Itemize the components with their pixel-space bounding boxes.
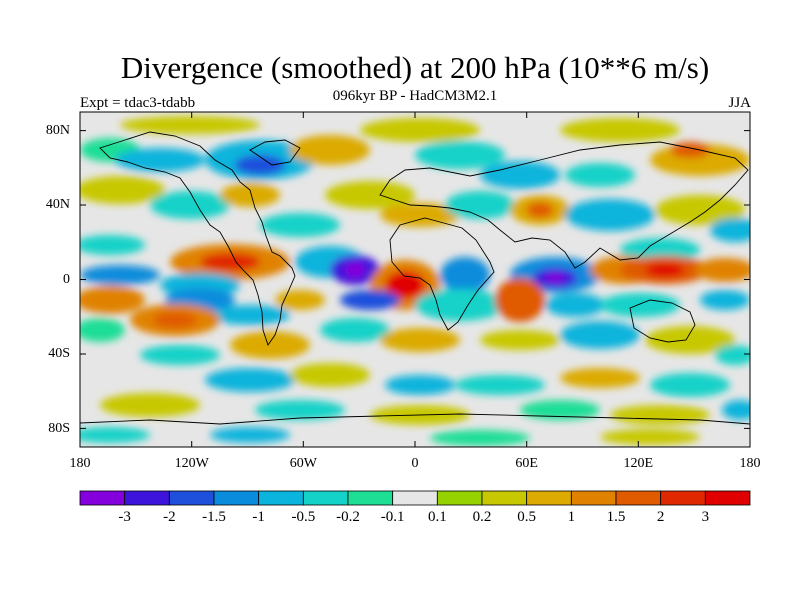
lon-label-120e: 120E — [623, 456, 654, 471]
colorbar-label: 0.1 — [427, 509, 447, 525]
colorbar-box — [124, 490, 170, 506]
colorbar-label: -2 — [163, 509, 176, 525]
divergence-field — [80, 112, 750, 447]
colorbar-box — [347, 490, 394, 506]
colorbar — [79, 490, 751, 506]
colorbar-label: 2 — [656, 509, 665, 525]
colorbar-box — [704, 490, 751, 506]
colorbar-label: -0.2 — [336, 509, 360, 525]
lat-label-0: 0 — [63, 272, 70, 287]
lat-label-40n: 40N — [45, 197, 70, 212]
eurasia-coast — [379, 141, 749, 269]
colorbar-label: -0.5 — [291, 509, 316, 525]
lon-label-60e: 60E — [515, 456, 538, 471]
greenland-coast — [249, 139, 301, 166]
lon-label-60w: 60W — [289, 456, 317, 471]
colorbar-box — [570, 490, 617, 506]
colorbar-box — [526, 490, 572, 506]
lat-label-40s: 40S — [48, 346, 70, 361]
australia-coast — [629, 299, 696, 343]
colorbar-box — [79, 490, 126, 506]
lon-label-180w: 180 — [69, 456, 91, 471]
colorbar-label: -3 — [118, 509, 131, 525]
axis-ticks — [79, 112, 751, 447]
colorbar-box — [660, 490, 706, 506]
colorbar-label: 1 — [567, 509, 576, 525]
page-title: Divergence (smoothed) at 200 hPa (10**6 … — [120, 50, 710, 85]
subtitle: 096kyr BP - HadCM3M2.1 — [332, 88, 498, 104]
lon-label-120w: 120W — [174, 456, 209, 471]
colorbar-box — [436, 490, 483, 506]
colorbar-label: 3 — [701, 509, 710, 525]
colorbar-label: -1.5 — [202, 509, 226, 525]
colorbar-box — [392, 490, 438, 506]
colorbar-label: -1 — [252, 509, 265, 525]
americas-coast — [99, 131, 296, 346]
colorbar-box — [258, 490, 304, 506]
colorbar-box — [481, 490, 528, 506]
coastlines — [80, 131, 750, 425]
colorbar-box — [168, 490, 215, 506]
lon-label-0: 0 — [411, 456, 419, 471]
colorbar-label: 1.5 — [606, 509, 626, 525]
colorbar-box — [213, 490, 260, 506]
colorbar-label: -0.1 — [380, 509, 405, 525]
colorbar-box — [302, 490, 349, 506]
colorbar-label: 0.2 — [472, 509, 492, 525]
experiment-label: Expt = tdac3-tdabb — [80, 95, 196, 111]
lat-label-80n: 80N — [45, 123, 70, 138]
colorbar-label: 0.5 — [517, 509, 537, 525]
colorbar-box — [615, 490, 662, 506]
antarctica-coast — [80, 413, 750, 425]
lat-label-80s: 80S — [48, 421, 70, 436]
africa-coast — [389, 217, 495, 331]
season-label: JJA — [728, 95, 751, 111]
lon-label-180e: 180 — [739, 456, 761, 471]
